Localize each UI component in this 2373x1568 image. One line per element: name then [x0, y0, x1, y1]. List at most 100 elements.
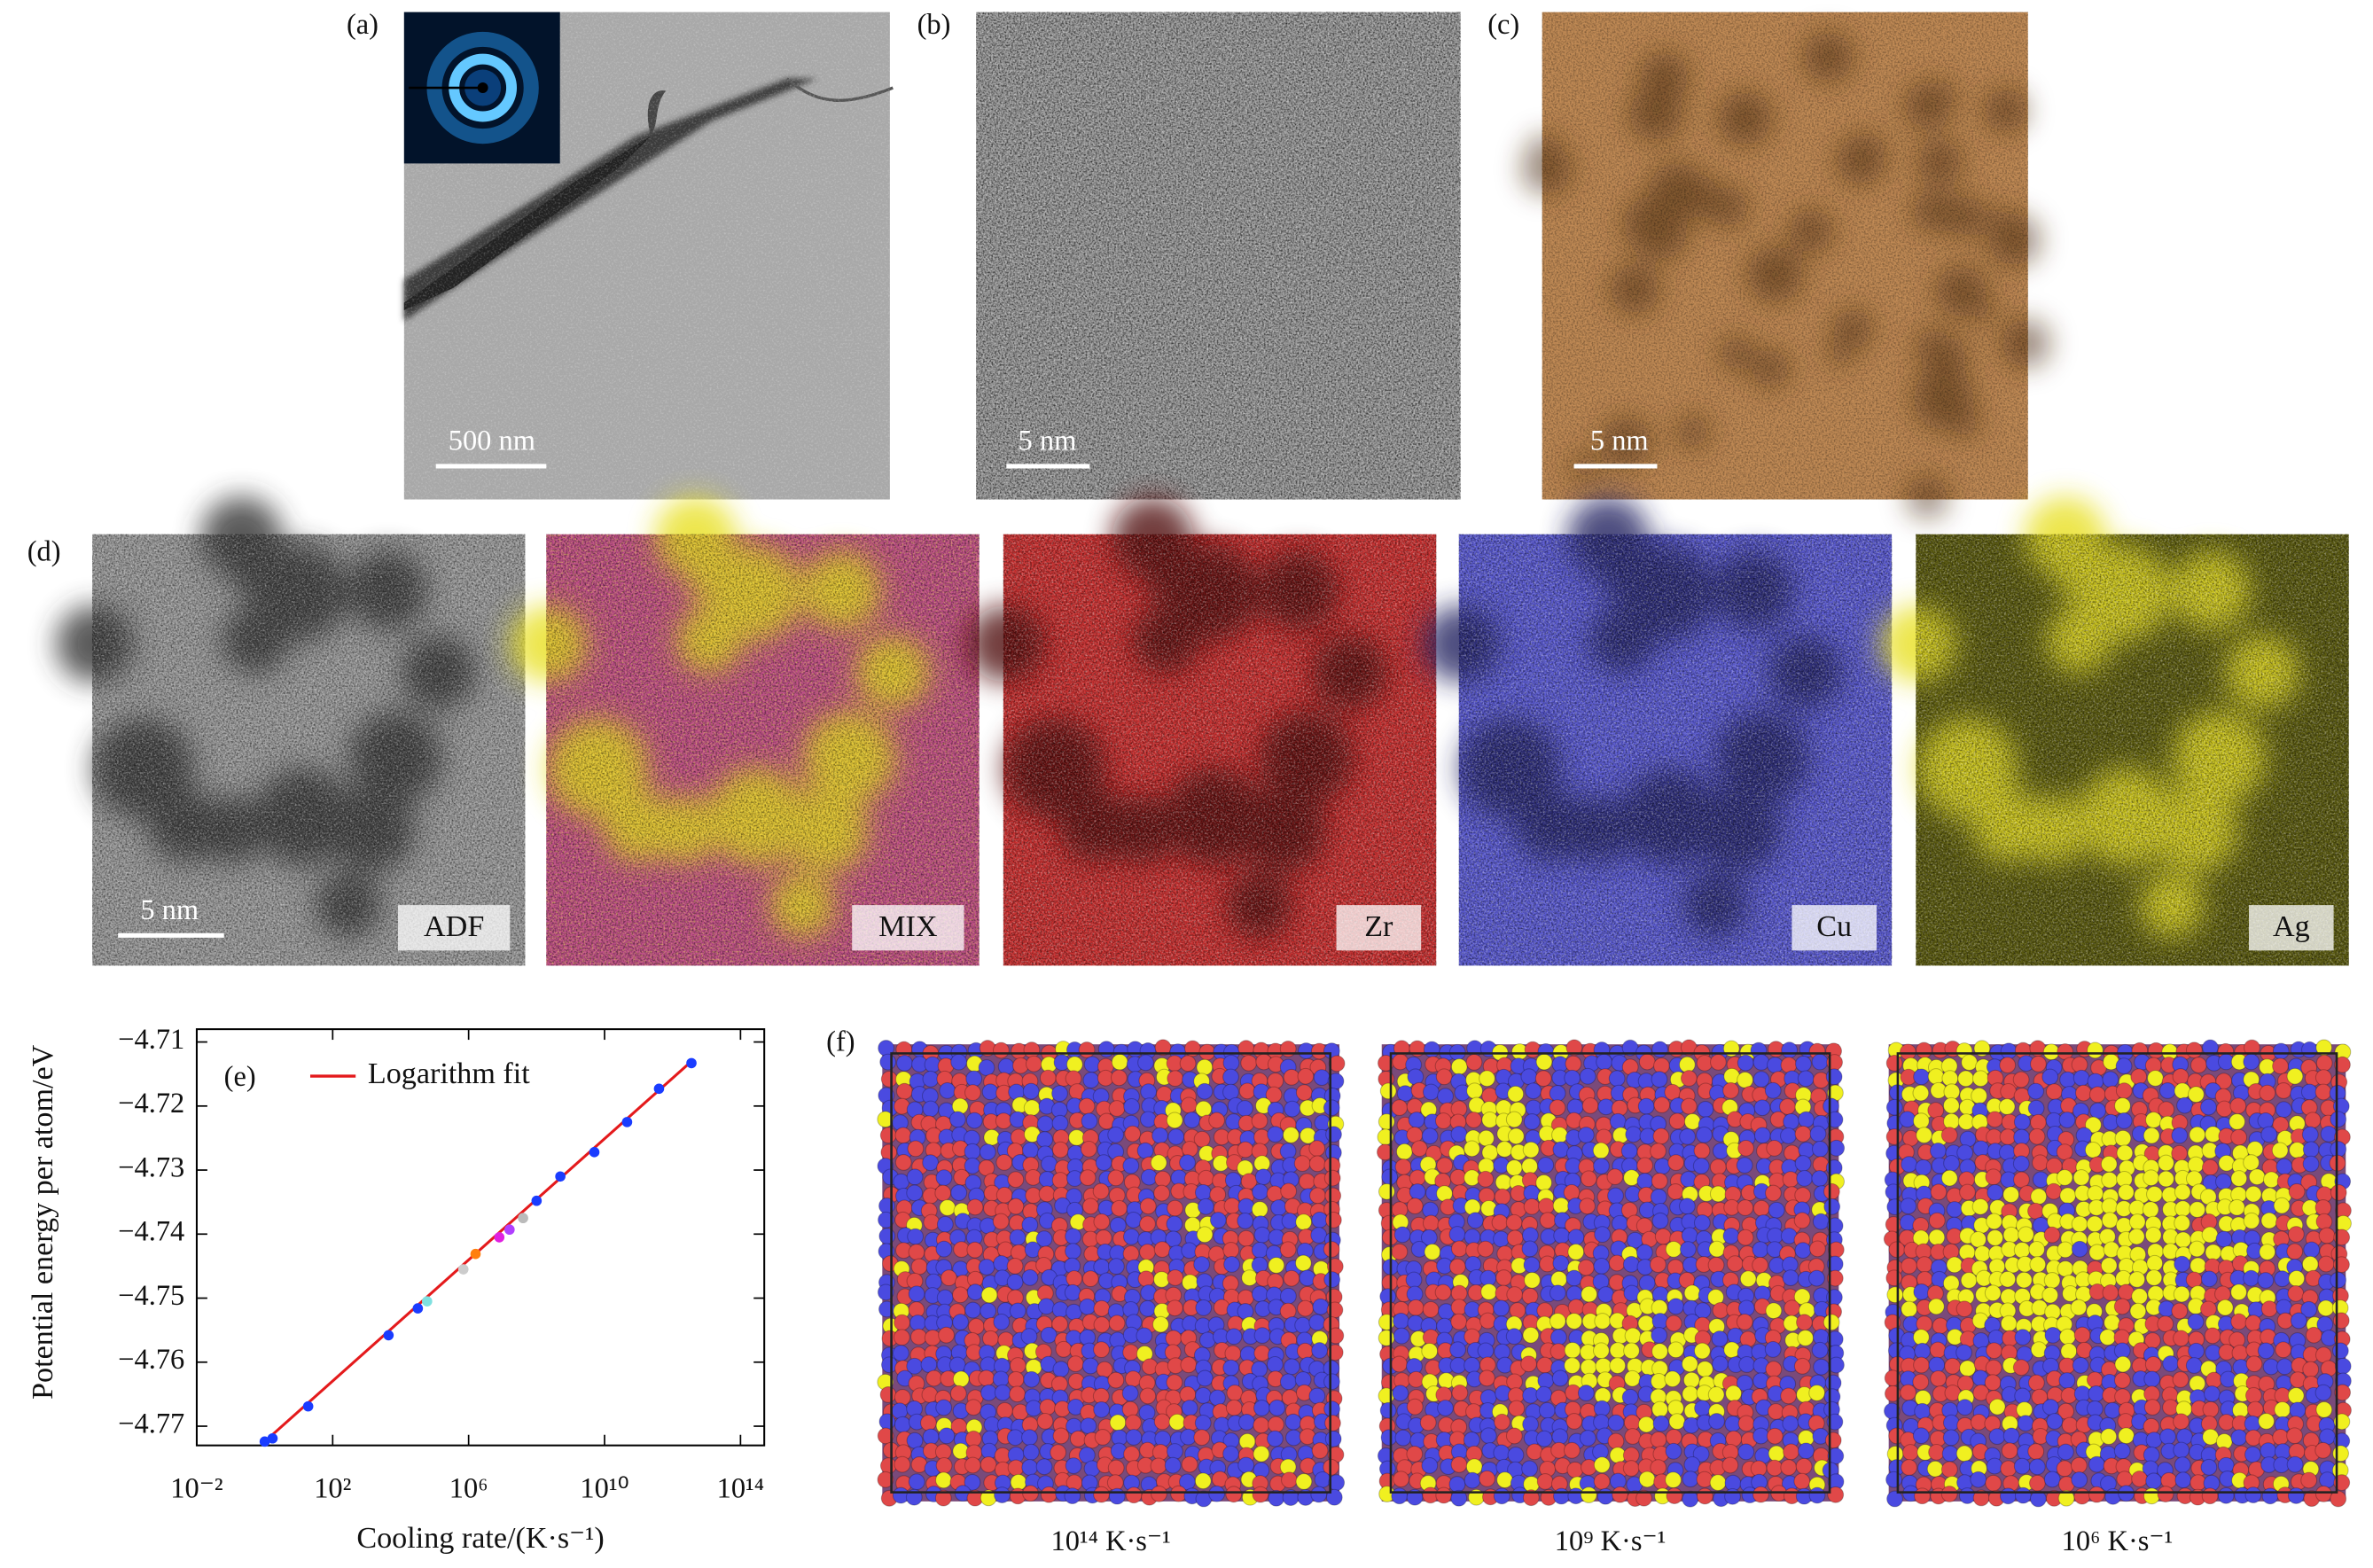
atom	[1682, 1490, 1699, 1508]
atom	[1798, 1442, 1815, 1460]
atom	[1901, 1257, 1917, 1275]
y-tick-label: −4.77	[118, 1408, 184, 1439]
atom	[1167, 1128, 1185, 1145]
atom	[1827, 1486, 1845, 1503]
atom	[2331, 1342, 2349, 1360]
atom	[1284, 1413, 1302, 1431]
atom	[2058, 1372, 2076, 1389]
atom	[1781, 1041, 1799, 1059]
atom	[894, 1154, 912, 1171]
atom	[1052, 1427, 1070, 1445]
atom	[1508, 1400, 1526, 1417]
atom	[1637, 1314, 1655, 1332]
atom	[1167, 1199, 1183, 1217]
atom	[2172, 1068, 2190, 1085]
atom	[1391, 1355, 1408, 1373]
atom	[1998, 1098, 2016, 1115]
atom	[2314, 1069, 2332, 1087]
atom	[1808, 1385, 1826, 1401]
atom	[1901, 1300, 1918, 1318]
atom	[1036, 1131, 1053, 1148]
atom	[1137, 1054, 1154, 1072]
atom	[1525, 1082, 1542, 1100]
atom	[1899, 1043, 1916, 1061]
atom	[1683, 1456, 1701, 1473]
atom	[1025, 1168, 1042, 1186]
atom	[2218, 1154, 2236, 1172]
atom	[1682, 1470, 1699, 1488]
atom	[1553, 1227, 1571, 1244]
atom	[1299, 1173, 1315, 1190]
atom	[1226, 1385, 1244, 1401]
atom	[2027, 1202, 2044, 1220]
atom	[1325, 1126, 1342, 1143]
atom	[1956, 1399, 1974, 1416]
atom	[1281, 1213, 1299, 1229]
atom	[2013, 1457, 2031, 1475]
atom	[2061, 1416, 2079, 1434]
atom	[1021, 1216, 1039, 1234]
atom	[1827, 1447, 1845, 1464]
atom	[2100, 1155, 2118, 1173]
atom	[1986, 1342, 2002, 1360]
atom	[964, 1399, 982, 1416]
atom	[1081, 1112, 1098, 1130]
atom	[1122, 1244, 1140, 1262]
atom	[1194, 1414, 1212, 1431]
atom	[1959, 1130, 1977, 1148]
atom	[1139, 1197, 1157, 1215]
atom	[1080, 1417, 1097, 1434]
atom	[2275, 1158, 2293, 1175]
atom	[1664, 1370, 1682, 1388]
atom	[1549, 1313, 1566, 1330]
atom	[1912, 1427, 1930, 1445]
atom	[1308, 1155, 1326, 1173]
atom	[2244, 1486, 2262, 1504]
atom	[1668, 1112, 1686, 1130]
atom	[1166, 1299, 1183, 1317]
atom	[2273, 1197, 2291, 1214]
data-point	[259, 1436, 270, 1447]
scale-bar-label: 5 nm	[1590, 425, 1649, 457]
atom	[1107, 1258, 1125, 1275]
atom	[1737, 1229, 1754, 1246]
atom	[1480, 1283, 1497, 1300]
atom	[1023, 1099, 1041, 1117]
atom	[2059, 1071, 2076, 1088]
atom	[2230, 1313, 2248, 1330]
atom	[2189, 1375, 2206, 1392]
atom	[936, 1215, 954, 1233]
atom	[1406, 1398, 1424, 1416]
atom	[1039, 1069, 1057, 1087]
atom	[2086, 1371, 2104, 1389]
atom	[2128, 1271, 2146, 1288]
atom	[1505, 1213, 1523, 1231]
atom	[2073, 1326, 2091, 1344]
atom	[1916, 1256, 1933, 1273]
atom	[1764, 1081, 1782, 1099]
atom	[1450, 1489, 1468, 1507]
atom	[1985, 1359, 2002, 1377]
atom	[1593, 1158, 1610, 1174]
atom	[1464, 1140, 1480, 1158]
atom	[2244, 1446, 2261, 1463]
atom	[965, 1070, 983, 1088]
atom	[1526, 1443, 1543, 1461]
atom	[1811, 1140, 1829, 1158]
atom	[2088, 1086, 2106, 1104]
atom	[2274, 1401, 2291, 1418]
atom	[2288, 1182, 2306, 1200]
atom	[1752, 1199, 1770, 1217]
atom	[1552, 1254, 1570, 1272]
atom	[1808, 1269, 1825, 1287]
atom	[941, 1269, 957, 1287]
atom	[1081, 1197, 1099, 1215]
atom	[2002, 1226, 2020, 1244]
atom	[1885, 1216, 1902, 1233]
atom	[1549, 1099, 1566, 1116]
atom	[935, 1399, 953, 1416]
atom	[2045, 1083, 2063, 1100]
atom	[2000, 1314, 2018, 1332]
atom	[1311, 1442, 1329, 1459]
atom	[1944, 1357, 1962, 1375]
